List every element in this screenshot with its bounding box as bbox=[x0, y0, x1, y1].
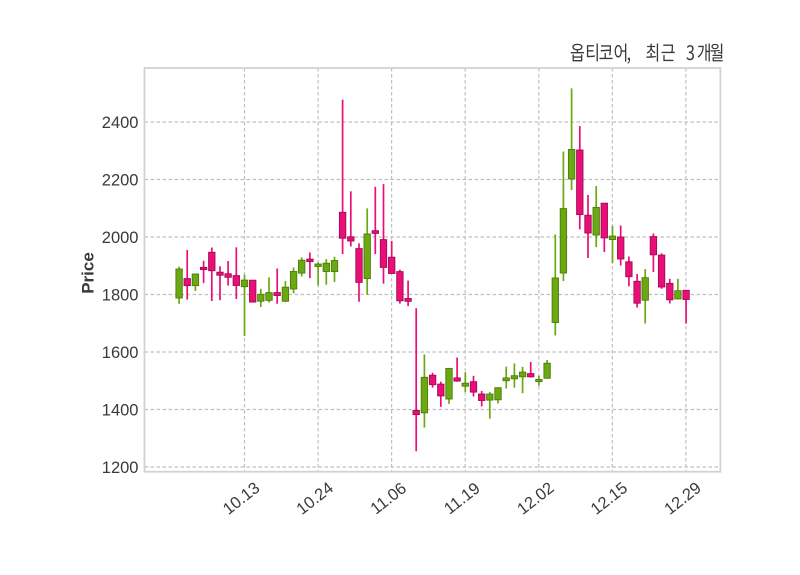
svg-text:1200: 1200 bbox=[102, 459, 139, 477]
svg-text:Price: Price bbox=[79, 252, 98, 294]
svg-text:2000: 2000 bbox=[102, 229, 139, 247]
svg-text:2400: 2400 bbox=[102, 114, 139, 132]
svg-text:1600: 1600 bbox=[102, 344, 139, 362]
svg-text:1400: 1400 bbox=[102, 401, 139, 419]
svg-text:1800: 1800 bbox=[102, 286, 139, 304]
svg-text:2200: 2200 bbox=[102, 171, 139, 189]
